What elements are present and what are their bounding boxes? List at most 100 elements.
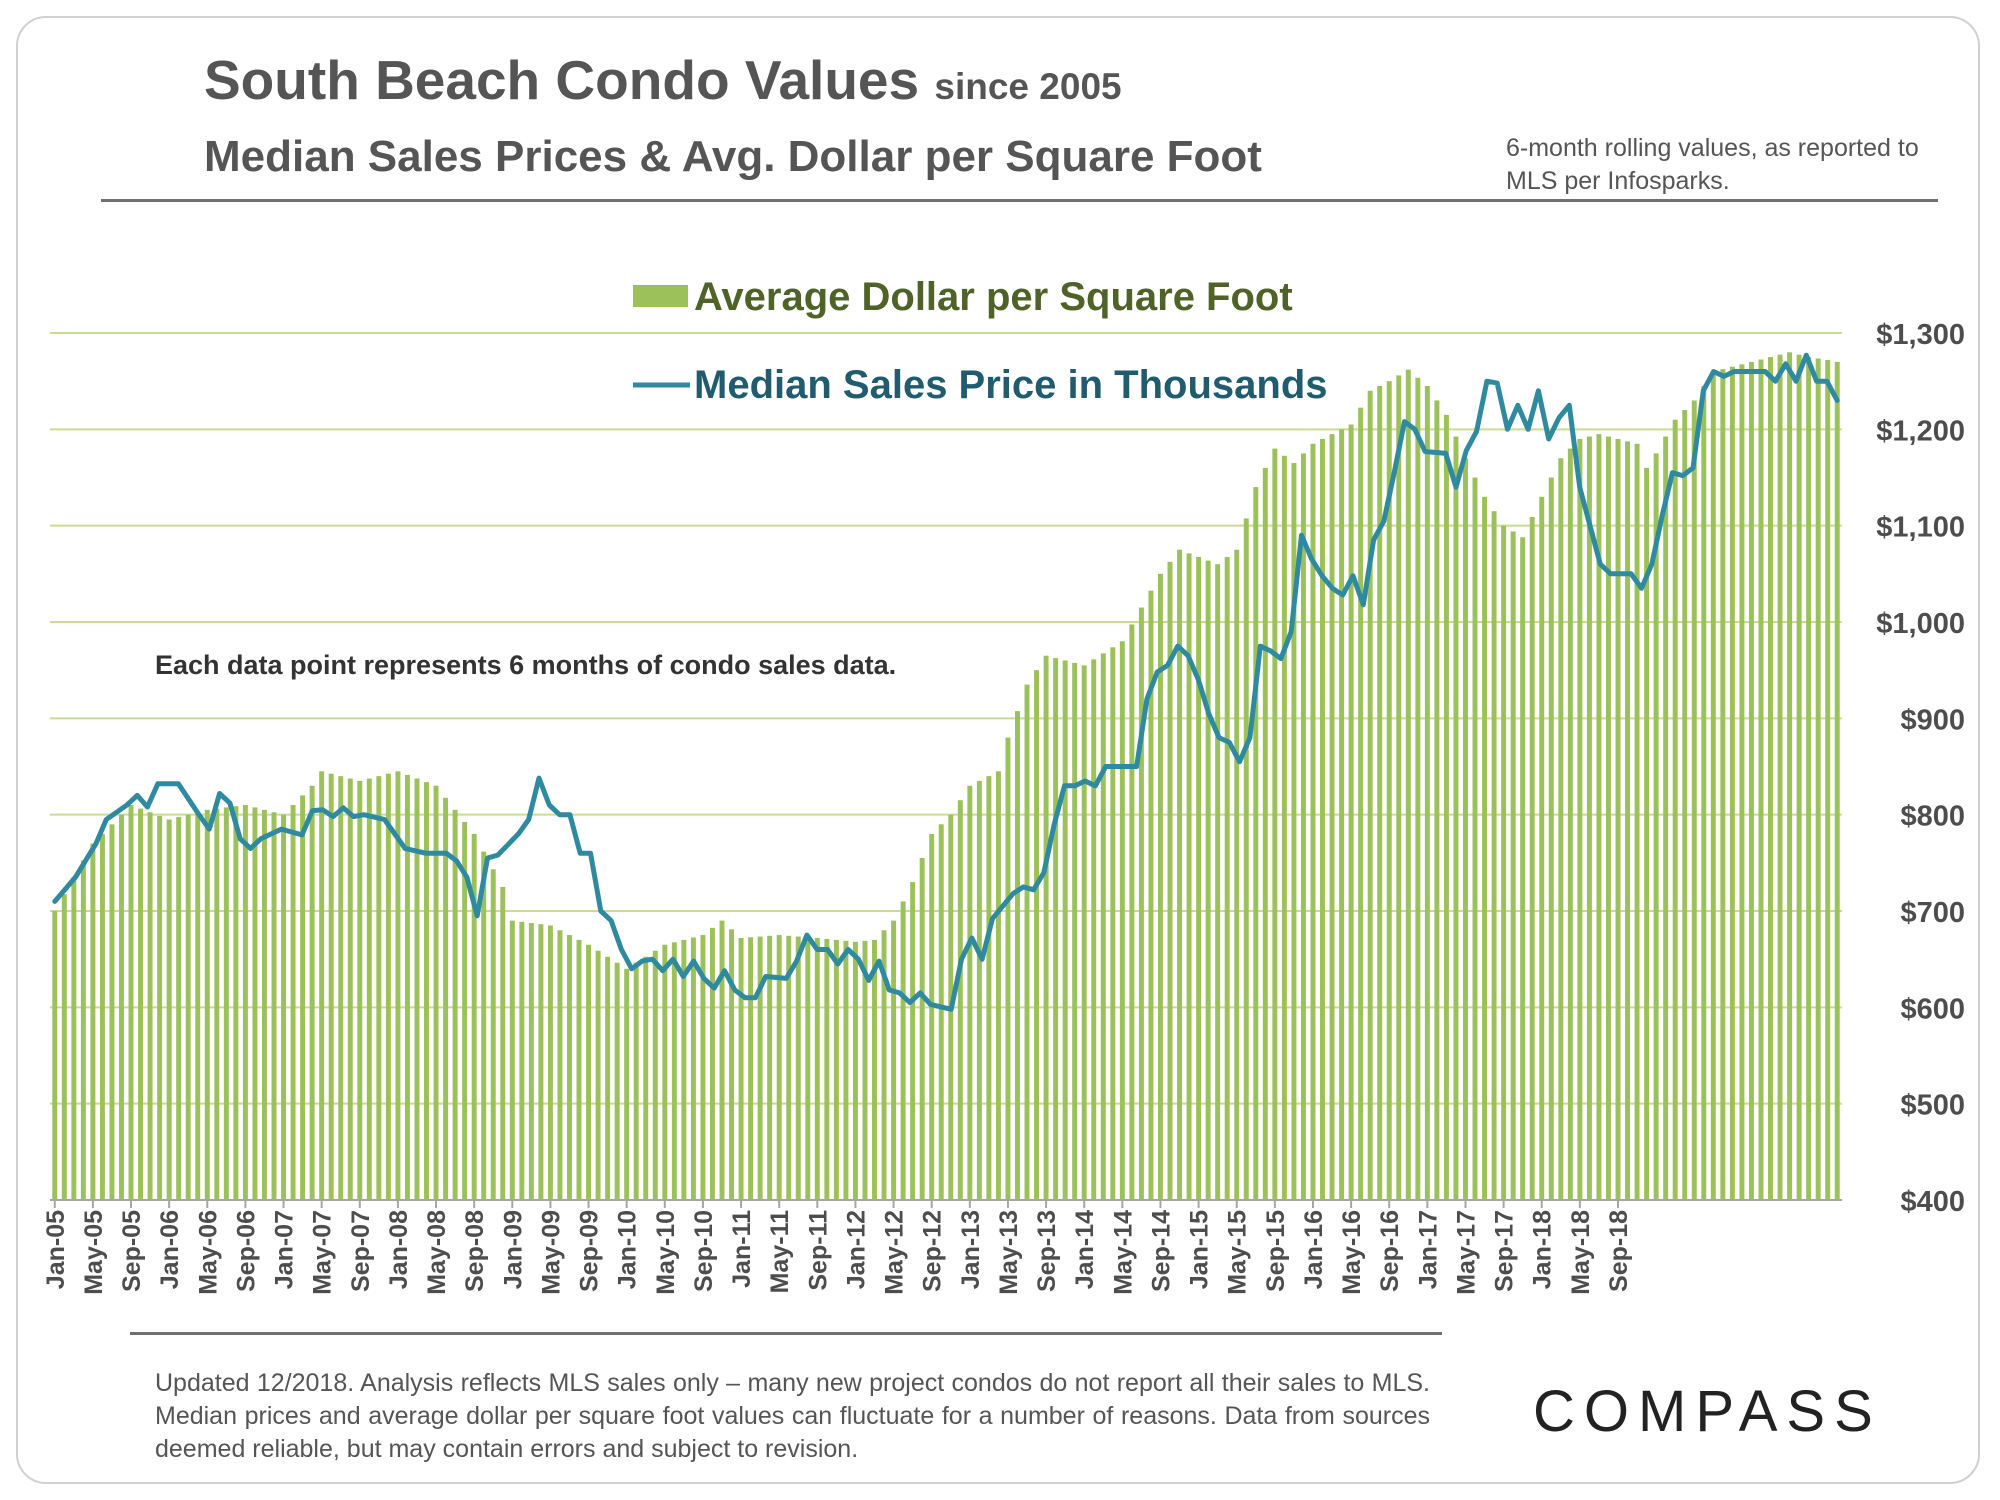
x-tick-label: Jan-08 <box>385 1210 413 1289</box>
bar <box>1710 371 1716 1200</box>
bar <box>1701 385 1707 1201</box>
x-tick-label: May-14 <box>1109 1210 1137 1295</box>
bar <box>300 795 306 1200</box>
y-tick-label: $1,200 <box>1876 415 1965 447</box>
bar <box>891 920 897 1200</box>
bar <box>1062 660 1068 1200</box>
bar <box>538 924 544 1200</box>
bar <box>1053 658 1059 1201</box>
bar <box>1024 684 1030 1200</box>
bar <box>605 956 611 1200</box>
bar <box>1558 458 1564 1201</box>
bar <box>1787 352 1793 1200</box>
bar <box>1148 590 1154 1200</box>
chart-annotation: Each data point represents 6 months of c… <box>155 650 897 680</box>
y-tick-label: $600 <box>1900 993 1965 1025</box>
bar <box>681 939 687 1200</box>
bar <box>919 858 925 1200</box>
bar <box>128 805 134 1200</box>
bar <box>1424 385 1430 1201</box>
bar <box>1119 641 1125 1200</box>
bar <box>119 814 124 1200</box>
bar <box>176 817 182 1200</box>
slide-frame <box>16 16 1980 1484</box>
bar <box>1644 467 1650 1200</box>
legend: Average Dollar per Square Foot Median Sa… <box>633 275 1328 407</box>
x-tick-label: May-12 <box>881 1210 909 1295</box>
bar <box>709 927 715 1200</box>
bar <box>147 812 153 1200</box>
x-tick-label: Sep-07 <box>347 1210 375 1292</box>
y-tick-label: $1,000 <box>1876 608 1965 640</box>
x-tick-label: Jan-10 <box>614 1210 642 1289</box>
bar <box>786 935 792 1200</box>
bar <box>1358 407 1364 1200</box>
bar <box>1567 448 1573 1201</box>
bar <box>1596 434 1602 1200</box>
bar <box>643 956 649 1200</box>
bar <box>1796 354 1802 1200</box>
bar <box>252 807 258 1200</box>
bar <box>1157 573 1163 1200</box>
bar <box>1586 436 1592 1200</box>
bar <box>261 809 267 1200</box>
x-tick-label: May-10 <box>652 1210 680 1295</box>
bar <box>1310 443 1316 1200</box>
x-tick-label: Jan-05 <box>42 1210 70 1289</box>
x-tick-label: Jan-17 <box>1414 1210 1442 1289</box>
x-tick-label: May-15 <box>1224 1210 1252 1295</box>
bar <box>1691 400 1697 1200</box>
bar <box>185 814 191 1200</box>
x-tick-label: May-16 <box>1338 1210 1366 1295</box>
bar <box>1529 517 1535 1200</box>
bar <box>1768 357 1773 1201</box>
bar <box>1510 531 1516 1200</box>
bar <box>519 921 525 1200</box>
bar <box>1253 487 1259 1200</box>
bar <box>843 940 849 1200</box>
bar <box>1482 496 1488 1200</box>
bar <box>795 936 801 1200</box>
bar <box>1720 369 1726 1201</box>
bar <box>1653 453 1659 1200</box>
bar <box>1758 359 1764 1200</box>
bar <box>1415 377 1421 1200</box>
bar <box>404 774 410 1200</box>
bar <box>214 808 220 1200</box>
median-price-line <box>52 352 1840 1012</box>
x-tick-label: Jan-07 <box>271 1210 299 1289</box>
y-tick-label: $900 <box>1900 704 1965 736</box>
bar <box>1453 436 1459 1200</box>
bar <box>1615 438 1621 1201</box>
y-tick-label: $500 <box>1900 1090 1965 1122</box>
x-tick-label: May-13 <box>995 1210 1023 1295</box>
legend-line-label: Median Sales Price in Thousands <box>694 363 1328 407</box>
bar <box>1520 537 1526 1200</box>
bar <box>1215 564 1221 1200</box>
bar <box>1081 665 1087 1200</box>
bar <box>1386 381 1392 1200</box>
bar <box>719 920 725 1200</box>
bar <box>1834 361 1840 1200</box>
bar <box>586 944 592 1200</box>
x-tick-label: Jan-11 <box>728 1210 756 1288</box>
bar <box>195 812 201 1200</box>
bar <box>614 962 620 1200</box>
bar <box>471 833 477 1200</box>
bar <box>576 939 582 1200</box>
bar <box>1605 436 1611 1200</box>
bar <box>1625 441 1631 1201</box>
bar <box>99 833 105 1200</box>
bar <box>157 815 163 1200</box>
legend-bar-swatch <box>633 285 688 307</box>
bar <box>824 938 830 1200</box>
x-tick-label: Jan-09 <box>499 1210 527 1289</box>
bar <box>1777 354 1783 1200</box>
bar <box>900 901 906 1200</box>
x-tick-label: Sep-14 <box>1147 1210 1175 1292</box>
bar <box>1729 366 1735 1201</box>
bar <box>910 882 916 1200</box>
bar <box>90 843 96 1200</box>
bar <box>1129 624 1135 1200</box>
bar <box>71 877 77 1200</box>
